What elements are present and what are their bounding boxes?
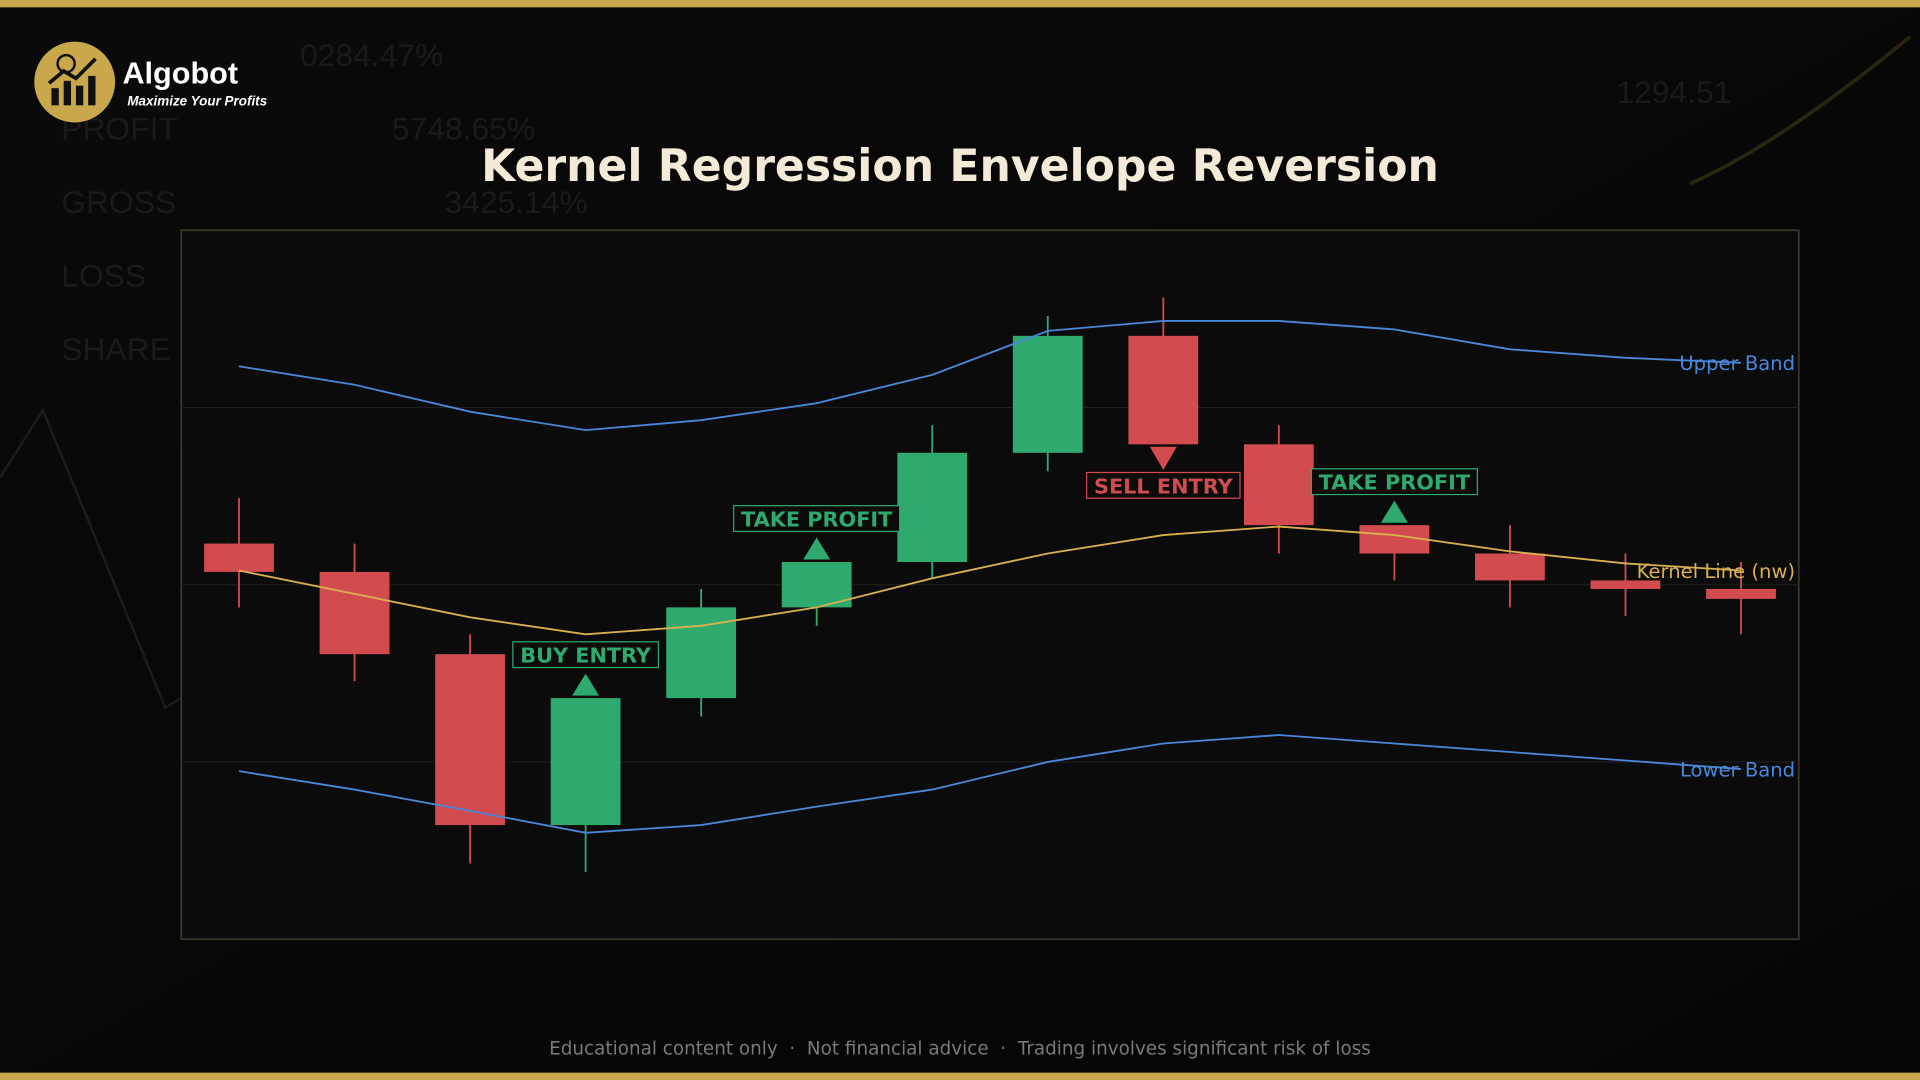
logo-coin — [56, 53, 76, 74]
footer: Educational content only · Not financial… — [549, 1038, 1371, 1059]
signal-label: BUY ENTRY — [520, 644, 652, 668]
candle-body — [1128, 335, 1199, 445]
bg-text: 1294.51 — [1616, 74, 1731, 110]
signal-box — [512, 641, 659, 669]
top-border — [0, 0, 1920, 8]
signal-arrow — [572, 673, 600, 696]
bg-text: GROSS — [61, 184, 176, 220]
candle-body — [435, 654, 505, 826]
bg-text: 0284.47% — [300, 37, 443, 73]
signal-arrow — [803, 537, 831, 560]
candle-body — [1706, 588, 1776, 599]
signal-box — [1086, 471, 1241, 499]
background-text: 0284.47% PROFIT 5748.65% GROSS 3425.14% … — [61, 37, 1731, 367]
signal-arrow — [1149, 446, 1177, 471]
logo-bar — [51, 88, 59, 106]
signal-label: TAKE PROFIT — [1319, 471, 1471, 495]
candle-body — [1012, 335, 1083, 453]
bg-text: SHARE — [61, 331, 171, 367]
signal-arrow — [1380, 500, 1408, 523]
line-series — [238, 734, 1742, 834]
logo: Algobot Maximize Your Profits — [34, 41, 268, 123]
logo-bar — [75, 85, 84, 106]
signal-box — [733, 505, 901, 533]
candle-body — [550, 698, 621, 826]
candle-body — [897, 452, 968, 563]
candle-body — [1243, 444, 1314, 526]
bg-text: LOSS — [61, 258, 146, 294]
bg-text: 3425.14% — [444, 184, 587, 220]
plot: Upper Band Kernel Line (nw) Lower Band BUY … — [181, 297, 1799, 872]
signal-box — [1310, 468, 1478, 496]
candle-body — [1475, 553, 1545, 581]
logo-bar — [88, 75, 96, 106]
brand-name: Algobot — [122, 56, 238, 90]
signal-label: TAKE PROFIT — [741, 507, 893, 531]
line-series — [238, 525, 1742, 636]
candle-body — [1359, 525, 1430, 554]
line-series — [238, 320, 1742, 432]
candle-body — [204, 543, 274, 572]
logo-bar — [63, 80, 72, 106]
signal-label: SELL ENTRY — [1094, 474, 1234, 498]
bg-text: 5748.65% — [392, 111, 535, 147]
line-label: Upper Band — [1679, 352, 1795, 375]
line-label: Lower Band — [1680, 758, 1795, 781]
candle-body — [1590, 580, 1661, 589]
candle-body — [781, 562, 852, 608]
logo-arrow — [47, 57, 97, 85]
logo-circle — [34, 41, 116, 123]
decor-line — [0, 407, 182, 710]
chart-title: Kernel Regression Envelope Reversion — [481, 141, 1439, 192]
decor-line — [1689, 35, 1912, 186]
bottom-border — [0, 1072, 1920, 1080]
line-label: Kernel Line (nw) — [1637, 560, 1795, 583]
candle-body — [319, 571, 390, 655]
brand-tagline: Maximize Your Profits — [127, 93, 267, 108]
